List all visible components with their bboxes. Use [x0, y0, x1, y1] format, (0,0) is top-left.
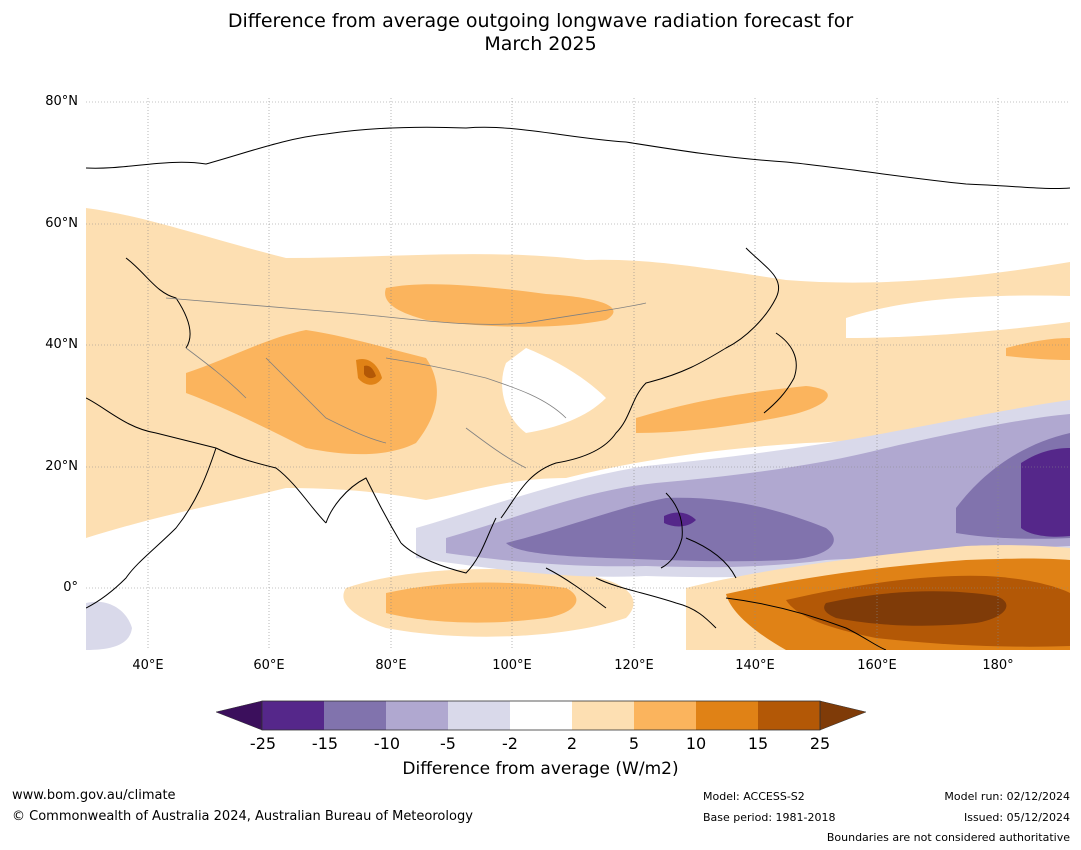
- colorbar-tick: -2: [502, 734, 518, 753]
- lon-label-80e: 80°E: [375, 658, 407, 673]
- colorbar-bin-plus15: [758, 701, 820, 730]
- colorbar-outline: [261, 700, 821, 731]
- colorbar: [215, 700, 867, 731]
- copyright-text: © Commonwealth of Australia 2024, Austra…: [12, 809, 473, 824]
- boundaries-disclaimer: Boundaries are not considered authoritat…: [826, 831, 1070, 844]
- lat-label-20n: 20°N: [45, 459, 78, 474]
- map-title-line2: March 2025: [484, 33, 597, 55]
- colorbar-bin-minus5: [386, 701, 448, 730]
- lon-label-100e: 100°E: [492, 658, 532, 673]
- colorbar-tick: -5: [440, 734, 456, 753]
- issued-date: Issued: 05/12/2024: [963, 811, 1070, 824]
- colorbar-bin-plus10: [696, 701, 758, 730]
- anomaly-region-neutral-pacific: [846, 295, 1070, 338]
- anomaly-region-neutral-china: [502, 348, 606, 433]
- anomaly-map-svg: [86, 98, 1070, 650]
- colorbar-tick: -25: [249, 734, 277, 753]
- anomaly-region-plus5-indian-ocean: [386, 582, 577, 623]
- base-period: Base period: 1981-2018: [703, 811, 836, 824]
- model-run-date: Model run: 02/12/2024: [944, 790, 1070, 803]
- colorbar-bin-minus15: [262, 701, 324, 730]
- colorbar-bin-minus2: [448, 701, 510, 730]
- colorbar-tick: 25: [809, 734, 831, 753]
- colorbar-tick: 10: [685, 734, 707, 753]
- lon-label-180: 180°: [982, 658, 1014, 673]
- anomaly-region-minus2-africa: [86, 601, 132, 650]
- anomaly-region-plus2-asia: [86, 208, 1070, 538]
- coastlines: [86, 126, 1070, 650]
- model-name: Model: ACCESS-S2: [703, 790, 805, 803]
- lon-label-160e: 160°E: [857, 658, 897, 673]
- country-borders: [165, 297, 647, 469]
- colorbar-bin-plus5: [634, 701, 696, 730]
- lon-label-60e: 60°E: [253, 658, 285, 673]
- colorbar-bin-minus10: [324, 701, 386, 730]
- colorbar-tick: 15: [747, 734, 769, 753]
- lat-label-40n: 40°N: [45, 337, 78, 352]
- colorbar-tick: 2: [566, 734, 578, 753]
- colorbar-tick: -10: [373, 734, 401, 753]
- anomaly-region-plus15-pamir: [364, 365, 376, 379]
- colorbar-tick: -15: [311, 734, 339, 753]
- lon-label-120e: 120°E: [614, 658, 654, 673]
- colorbar-bin-neutral: [510, 701, 572, 730]
- lat-label-0: 0°: [63, 580, 78, 595]
- colorbar-bin-plus2: [572, 701, 634, 730]
- anomaly-region-minus15-philippines: [664, 512, 696, 527]
- lat-label-60n: 60°N: [45, 216, 78, 231]
- anomaly-map: [86, 98, 1070, 650]
- colorbar-extend-low: [215, 700, 263, 731]
- anomaly-region-plus25-pacific: [824, 591, 1007, 626]
- lon-label-40e: 40°E: [132, 658, 164, 673]
- colorbar-extend-high: [819, 700, 867, 731]
- anomaly-region-minus10-tropics: [506, 497, 834, 562]
- colorbar-tick: 5: [628, 734, 640, 753]
- lat-label-80n: 80°N: [45, 94, 78, 109]
- anomaly-region-minus15-pacific: [1021, 448, 1070, 537]
- lon-label-140e: 140°E: [735, 658, 775, 673]
- website-link[interactable]: www.bom.gov.au/climate: [12, 788, 176, 803]
- anomaly-region-plus5-pacific-north: [1006, 338, 1070, 360]
- colorbar-title: Difference from average (W/m2): [402, 759, 679, 779]
- anomaly-region-plus5-central-asia: [186, 330, 437, 455]
- anomaly-region-plus5-mongolia: [385, 284, 614, 327]
- map-title-line1: Difference from average outgoing longwav…: [227, 10, 854, 32]
